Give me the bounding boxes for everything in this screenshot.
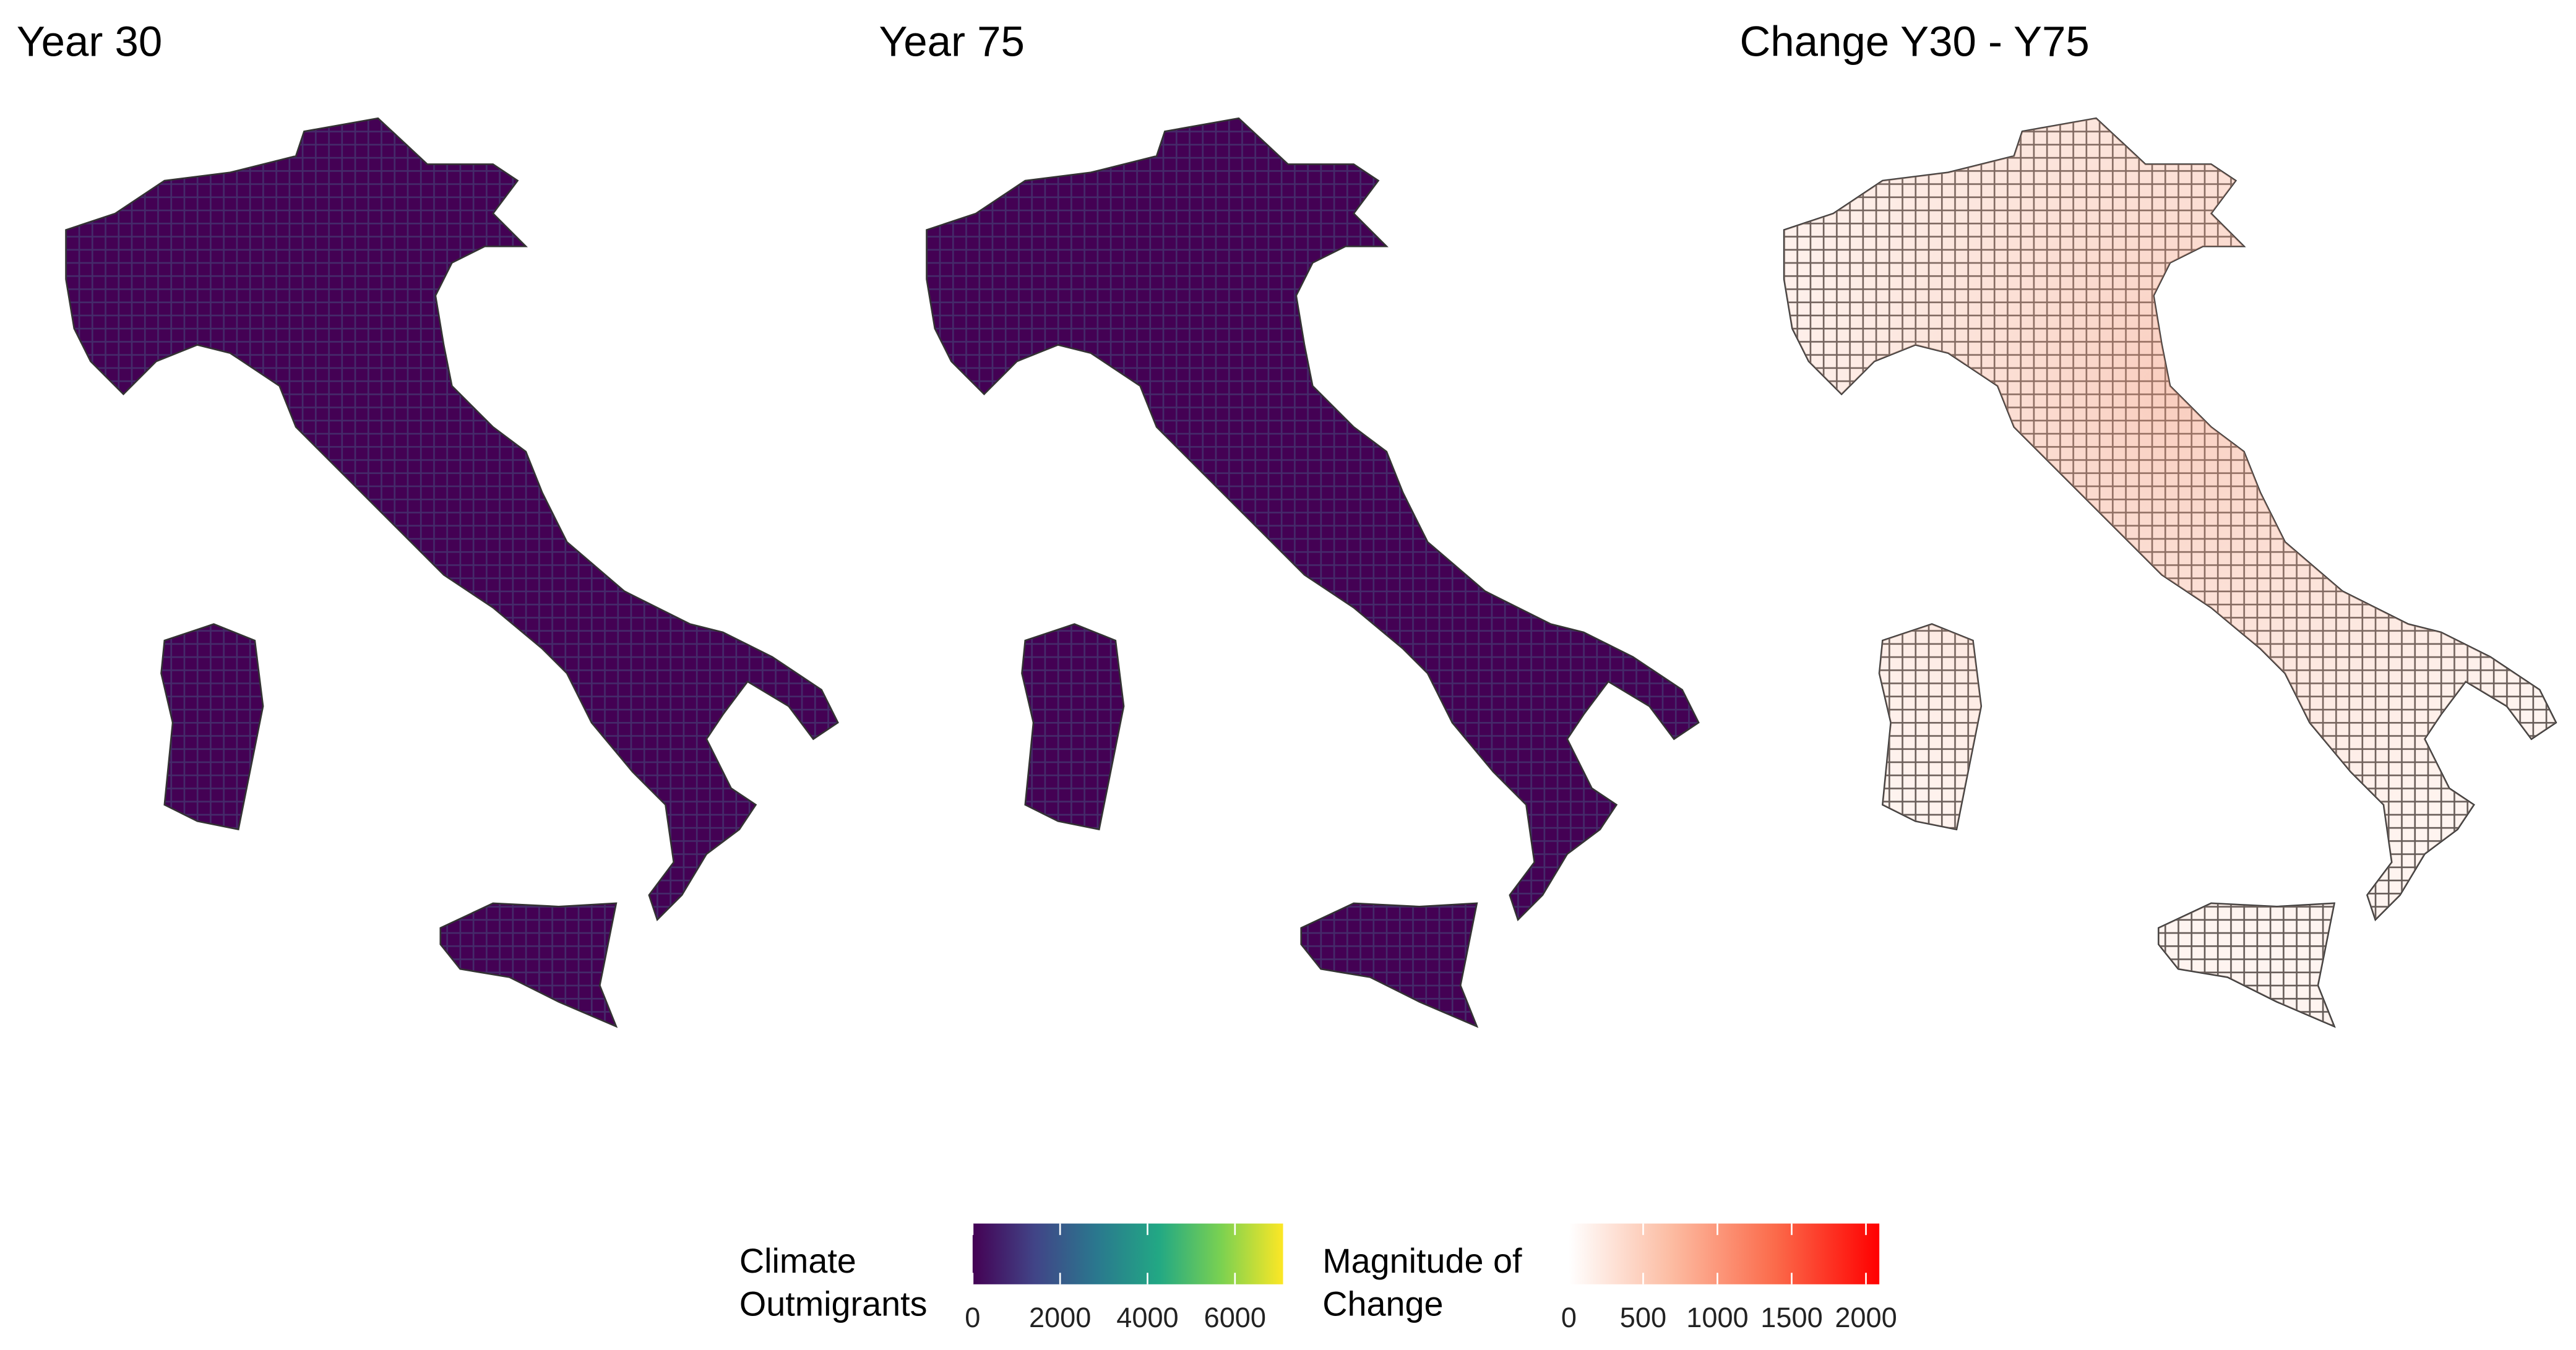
- map-title: Year 75: [879, 17, 1025, 65]
- colorbar: [1569, 1223, 1880, 1284]
- colorbar: [972, 1223, 1283, 1284]
- tick-label: 2000: [1029, 1302, 1091, 1333]
- legend-title: Magnitude of: [1322, 1242, 1522, 1280]
- tick-label: 4000: [1116, 1302, 1178, 1333]
- map-change: [1783, 117, 2557, 1028]
- map-title: Year 30: [17, 17, 162, 65]
- map-title: Change Y30 - Y75: [1739, 17, 2089, 65]
- legends: Climate Outmigrants 0 2000 4000 6000 Magnitude…: [739, 1223, 1897, 1333]
- legend-title: Outmigrants: [739, 1284, 928, 1323]
- tick-label: 0: [965, 1302, 980, 1333]
- map-year-30: [65, 117, 839, 1028]
- legend-title: Climate: [739, 1242, 856, 1280]
- tick-label: 1000: [1686, 1302, 1748, 1333]
- tick-label: 6000: [1204, 1302, 1266, 1333]
- legend-title: Change: [1322, 1284, 1443, 1323]
- tick-label: 1500: [1760, 1302, 1822, 1333]
- tick-label: 2000: [1835, 1302, 1897, 1333]
- map-year-75: [926, 117, 1700, 1028]
- tick-label: 500: [1620, 1302, 1666, 1333]
- tick-label: 0: [1561, 1302, 1577, 1333]
